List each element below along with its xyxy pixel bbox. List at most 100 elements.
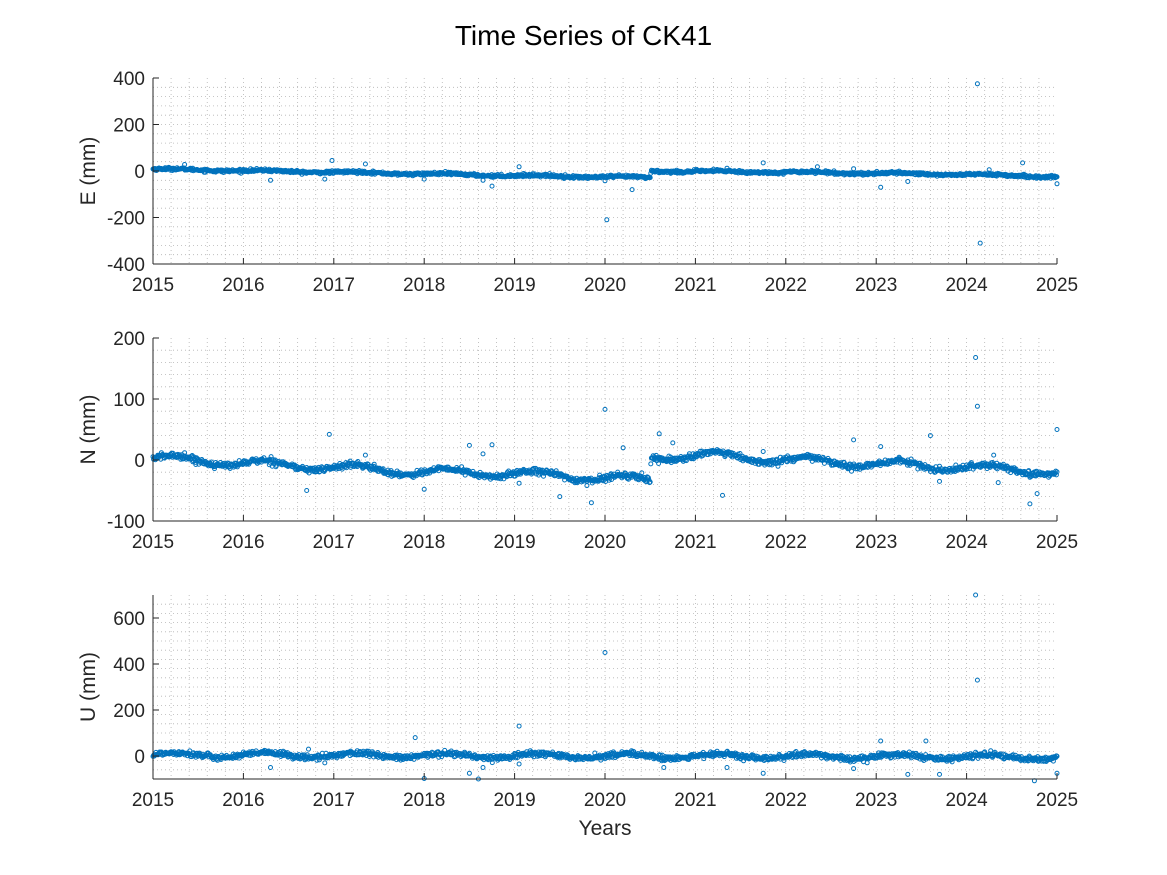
y-axis-label: U (mm) [77,652,100,722]
data-point-outlier [937,771,942,777]
data-point-outlier [878,444,884,450]
x-tick-label: 2018 [403,532,445,553]
subplot-u: 2015 2016 2017 2018 2019 2020 2021 2022 2023 2024… [77,592,1078,840]
y-tick-label: 200 [113,116,145,137]
data-point-outlier [878,184,884,190]
data-point-outlier [974,81,980,87]
x-tick-label: 2022 [765,790,807,811]
data-point [268,454,274,460]
data-point-outlier [1054,181,1060,187]
y-tick-label: 400 [113,69,145,90]
data-point-outlier [182,162,188,167]
y-axis-label: E (mm) [77,137,100,206]
data-point [648,461,654,467]
data-point [314,469,320,475]
data-point [647,479,653,485]
data-point [645,475,651,481]
data-point-outlier [760,160,766,166]
chart-title: Time Series of CK41 [454,20,713,51]
data-point-outlier [322,760,328,766]
x-tick-label: 2019 [493,275,535,296]
data-point-outlier [1034,491,1040,497]
data-point-outlier [977,240,983,246]
data-point [193,462,199,467]
data-point-outlier [851,437,857,443]
subplot-n: 2015 2016 2017 2018 2019 2020 2021 2022 2023 2024… [77,329,1078,553]
data-point-outlier [760,770,766,776]
data-point-outlier [516,164,522,170]
subplot-e: 2015 2016 2017 2018 2019 2020 2021 2022 2023 2024… [77,69,1078,296]
data-point-outlier [466,442,472,448]
data-point-outlier [480,765,486,770]
x-tick-label: 2015 [132,275,174,296]
x-tick-label: 2021 [674,275,716,296]
data-point [1054,174,1060,180]
x-tick-label: 2025 [1036,532,1078,553]
data-point-outlier [814,164,820,170]
y-tick-label: 600 [113,609,145,630]
x-tick-label: 2017 [313,790,355,811]
x-tick-label: 2018 [403,275,445,296]
data-point [639,470,645,476]
x-tick-label: 2016 [222,532,264,553]
x-tick-label: 2019 [493,532,535,553]
data-point-outlier [974,403,980,409]
data-point-outlier [322,176,328,182]
x-tick-label: 2023 [855,790,897,811]
data-point [775,463,781,469]
data-point-outlier [1027,501,1033,507]
y-tick-label: 0 [134,451,145,472]
data-point-outlier [480,177,486,183]
data-point-outlier [362,452,368,458]
data-point [553,468,559,474]
data-point-outlier [412,735,418,741]
data-point-outlier [656,431,662,437]
y-tick-label: 200 [113,329,145,350]
data-point-outlier [973,592,979,598]
data-point [647,480,653,486]
data-point [656,461,662,466]
x-tick-label: 2025 [1036,275,1078,296]
data-point-outlier [421,176,427,182]
data-point [615,469,621,475]
x-tick-label: 2016 [222,790,264,811]
data-points [150,355,1060,507]
data-point-outlier [724,165,730,171]
data-point-outlier [304,488,310,493]
data-point-outlier [991,452,997,458]
data-point-outlier [480,451,486,457]
x-tick-label: 2019 [493,790,535,811]
data-point-outlier [670,440,676,446]
data-point-outlier [937,478,942,484]
data-point-outlier [1020,160,1026,166]
data-point-outlier [489,442,495,448]
data-point-outlier [973,355,979,360]
data-point-outlier [760,449,766,454]
data-point-outlier [489,183,495,189]
data-point-outlier [905,771,911,777]
data-point [864,760,870,766]
data-point-outlier [329,158,335,163]
data-point-outlier [629,187,635,193]
y-tick-label: 200 [113,701,145,722]
data-point-outlier [516,761,522,767]
x-tick-label: 2023 [855,532,897,553]
y-tick-label: -100 [107,512,145,533]
y-tick-label: 0 [134,747,145,768]
data-point-outlier [878,738,884,744]
data-point-outlier [986,167,992,173]
data-point-outlier [724,765,730,770]
data-point-outlier [268,765,273,770]
x-tick-label: 2017 [313,275,355,296]
data-point-outlier [306,746,311,752]
y-tick-label: 400 [113,655,145,676]
x-tick-label: 2015 [132,790,174,811]
x-tick-label: 2024 [945,790,988,811]
x-tick-label: 2022 [765,532,807,553]
data-point-outlier [588,500,594,506]
x-tick-label: 2016 [222,275,264,296]
data-point-outlier [602,178,608,184]
x-axis-label: Years [579,817,632,840]
